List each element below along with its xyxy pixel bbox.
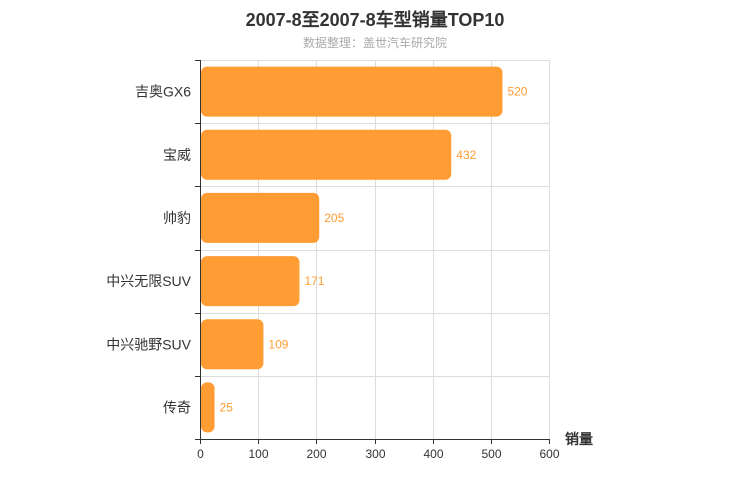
y-tick-label: 中兴驰野SUV [106, 336, 191, 352]
bar [201, 319, 264, 370]
x-tick-label: 0 [197, 447, 204, 461]
bar [201, 382, 215, 433]
y-tick-label: 宝威 [163, 147, 191, 163]
axes [195, 60, 550, 444]
y-tick-label: 传奇 [163, 399, 191, 415]
data-label: 520 [507, 85, 527, 99]
x-tick-label: 400 [423, 447, 443, 461]
data-label: 25 [220, 400, 234, 414]
bar [201, 129, 452, 180]
y-tick-label: 帅豹 [163, 210, 191, 226]
x-axis-label: 销量 [565, 431, 593, 447]
grid-lines [200, 60, 550, 439]
bar [201, 256, 300, 307]
y-tick-label: 中兴无限SUV [106, 273, 191, 289]
y-tick-label: 吉奥GX6 [135, 84, 191, 100]
x-tick-label: 500 [481, 447, 501, 461]
chart-subtitle: 数据整理：盖世汽车研究院 [302, 36, 447, 50]
x-tick-label: 200 [306, 447, 326, 461]
data-label: 432 [456, 148, 476, 162]
data-label: 205 [324, 211, 344, 225]
bar [201, 192, 320, 243]
x-tick-label: 600 [539, 447, 559, 461]
x-tick-label: 300 [365, 447, 385, 461]
data-label: 171 [304, 274, 324, 288]
chart-title: 2007-8至2007-8车型销量TOP10 [245, 10, 505, 30]
bar [201, 66, 503, 117]
data-label: 109 [268, 337, 288, 351]
x-tick-label: 100 [248, 447, 268, 461]
bars [201, 66, 503, 433]
